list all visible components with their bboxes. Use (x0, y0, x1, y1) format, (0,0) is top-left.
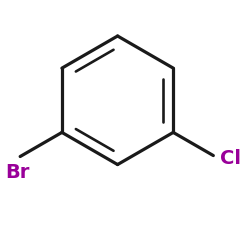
Text: Br: Br (6, 163, 30, 182)
Text: Cl: Cl (220, 148, 240, 168)
